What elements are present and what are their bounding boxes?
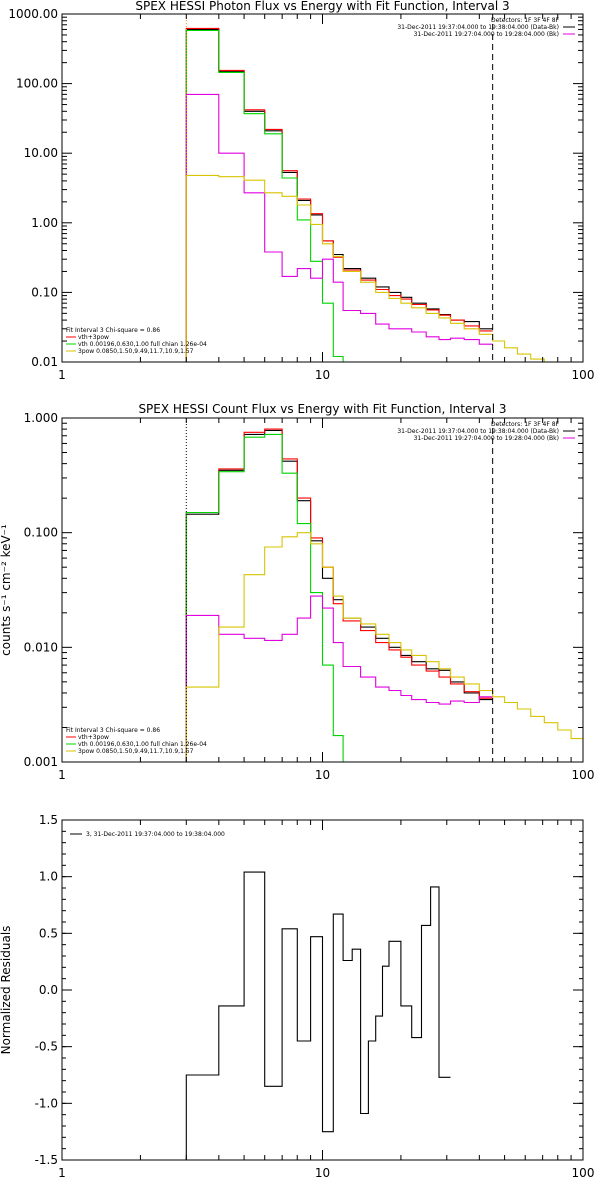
series-group xyxy=(185,871,451,1160)
y-tick-label: -1.5 xyxy=(35,1153,58,1167)
y-tick-label: 100.00 xyxy=(16,77,58,91)
x-tick-label: 1 xyxy=(58,768,66,782)
legend-bottom-entry: Fit Interval 3 Chi-square = 0.86 xyxy=(66,327,160,334)
series-5-line xyxy=(185,174,545,362)
x-tick-label: 100 xyxy=(572,368,595,382)
y-tick-label: 0.0 xyxy=(39,983,58,997)
series-2-line xyxy=(185,27,493,362)
y-tick-label: 0.100 xyxy=(24,526,58,540)
chart-title: SPEX HESSI Photon Flux vs Energy with Fi… xyxy=(135,0,509,13)
series-1-line xyxy=(185,28,493,362)
y-tick-label: 1.5 xyxy=(39,813,58,827)
legend-top-entry: 3, 31-Dec-2011 19:37:04.000 to 19:38:04.… xyxy=(86,831,225,838)
legend-top-entry: 31-Dec-2011 19:27:04.000 to 19:28:04.000… xyxy=(414,31,559,38)
panel-1: SPEX HESSI Photon Flux vs Energy with Fi… xyxy=(8,0,595,382)
x-tick-label: 100 xyxy=(572,768,595,782)
series-3-line xyxy=(185,433,344,762)
legend-bottom-entry: 3pow 0.0850,1.50,9.49,11.7,10.9,1.57 xyxy=(78,748,194,755)
plot-frame xyxy=(61,13,584,363)
series-4-line xyxy=(185,595,493,762)
panel-3: 1 10 100 -1.5 -1.0 -0.5 0.0 0.5 1.0 1.5 Normalized… xyxy=(0,813,594,1180)
y-tick-label: -0.5 xyxy=(35,1040,58,1054)
x-tick-label: 1 xyxy=(58,368,66,382)
y-tick-label: 0.001 xyxy=(24,755,58,769)
series-3-line xyxy=(185,29,344,362)
legend-top-entry: 31-Dec-2011 19:37:04.000 to 19:38:04.000… xyxy=(397,24,559,31)
series-5-line xyxy=(185,532,583,762)
y-tick-label: 1.0 xyxy=(39,870,58,884)
y-tick-label: 0.01 xyxy=(31,355,58,369)
series-1-line xyxy=(185,871,451,1160)
y-tick-label: -1.0 xyxy=(35,1096,58,1110)
x-tick-label: 10 xyxy=(315,368,330,382)
x-tick-label: 1 xyxy=(58,1166,66,1180)
y-tick-label: 1.00 xyxy=(31,216,58,230)
x-tick-label: 10 xyxy=(315,1166,330,1180)
series-group xyxy=(185,27,545,362)
legend-bottom-entry: vth+3pow xyxy=(78,734,109,741)
legend-top-entry: 31-Dec-2011 19:37:04.000 to 19:38:04.000… xyxy=(397,428,559,435)
x-tick-label: 100 xyxy=(572,1166,595,1180)
legend-top-entry: Detectors: 1F 3F 4F 8F xyxy=(491,421,560,428)
legend-bottom-entry: vth 0.00196,0.630,1.00 full chian 1.26e-… xyxy=(78,741,207,748)
y-tick-label: 0.5 xyxy=(39,926,58,940)
y-tick-label: 1.000 xyxy=(24,411,58,425)
legend-bottom-entry: vth+3pow xyxy=(78,334,109,341)
y-axis-label: counts s⁻¹ cm⁻² keV⁻¹ xyxy=(0,524,13,656)
y-tick-label: 1000.00 xyxy=(8,7,58,21)
y-tick-label: 0.10 xyxy=(31,285,58,299)
legend-bottom-entry: vth 0.00196,0.630,1.00 full chian 1.26e-… xyxy=(78,341,207,348)
panel-2: SPEX HESSI Count Flux vs Energy with Fit… xyxy=(0,402,595,782)
x-tick-label: 10 xyxy=(315,768,330,782)
legend-bottom-entry: Fit Interval 3 Chi-square = 0.86 xyxy=(66,727,160,734)
series-4-line xyxy=(185,93,493,362)
chart-title: SPEX HESSI Count Flux vs Energy with Fit… xyxy=(138,402,506,416)
series-1-line xyxy=(185,429,493,762)
y-tick-label: 10.00 xyxy=(24,146,58,160)
legend-top-entry: Detectors: 1F 3F 4F 8F xyxy=(491,17,560,24)
y-tick-label: 0.010 xyxy=(24,640,58,654)
series-group xyxy=(185,428,583,762)
y-axis-label: Normalized Residuals xyxy=(0,926,13,1055)
legend-top-entry: 31-Dec-2011 19:27:04.000 to 19:28:04.000… xyxy=(414,435,559,442)
legend-bottom-entry: 3pow 0.0850,1.50,9.49,11.7,10.9,1.57 xyxy=(78,348,194,355)
plot-frame xyxy=(61,417,584,763)
